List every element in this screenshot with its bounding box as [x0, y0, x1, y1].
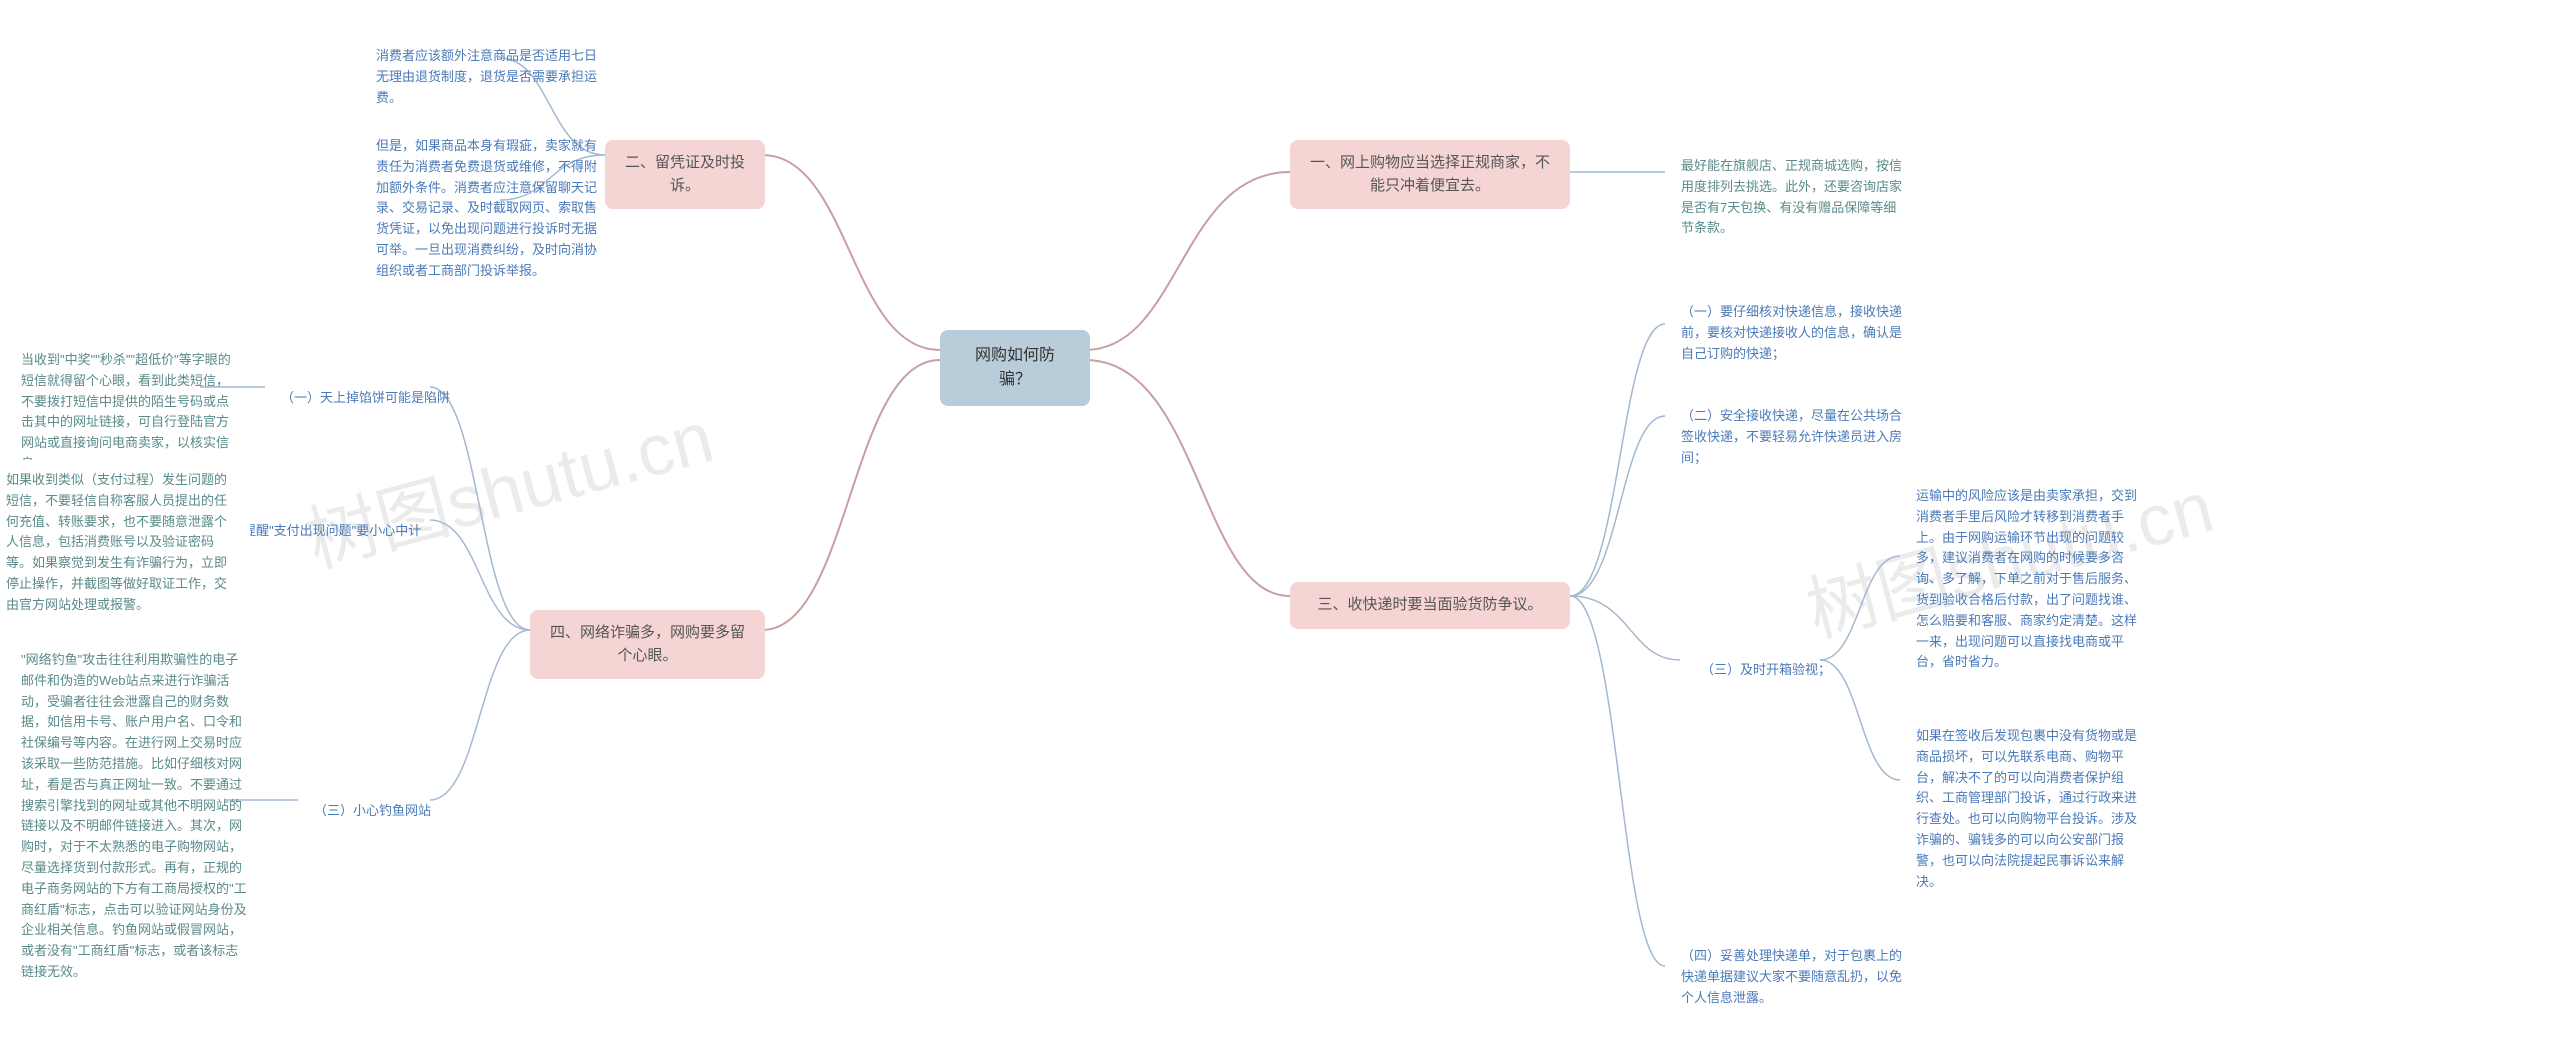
center-topic: 网购如何防骗？: [940, 330, 1090, 406]
branch-4-c-leaf: "网络钓鱼"攻击往往利用欺骗性的电子邮件和伪造的Web站点来进行诈骗活动，受骗者…: [5, 640, 265, 993]
branch-2: 二、留凭证及时投诉。: [605, 140, 765, 209]
branch-2-leaf-b: 但是，如果商品本身有瑕疵，卖家就有责任为消费者免费退货或维修，不得附加额外条件。…: [360, 126, 620, 292]
branch-4-a-label: （一）天上掉馅饼可能是陷阱: [265, 378, 466, 418]
branch-3-leaf-d: （四）妥善处理快递单，对于包裹上的快递单据建议大家不要随意乱扔，以免个人信息泄露…: [1665, 936, 1925, 1018]
branch-3-leaf-c2: 如果在签收后发现包裹中没有货物或是商品损坏，可以先联系电商、购物平台，解决不了的…: [1900, 716, 2160, 902]
branch-3-leaf-a: （一）要仔细核对快递信息，接收快递前，要核对快递接收人的信息，确认是自己订购的快…: [1665, 292, 1925, 374]
branch-3: 三、收快递时要当面验货防争议。: [1290, 582, 1570, 629]
branch-4: 四、网络诈骗多，网购要多留个心眼。: [530, 610, 765, 679]
branch-4-c-label: （三）小心钓鱼网站: [298, 791, 447, 831]
branch-4-b-leaf: 如果收到类似（支付过程）发生问题的短信，不要轻信自称客服人员提出的任何充值、转账…: [0, 460, 250, 626]
branch-2-leaf-a: 消费者应该额外注意商品是否适用七日无理由退货制度，退货是否需要承担运费。: [360, 36, 620, 118]
branch-3-leaf-c-label: （三）及时开箱验视；: [1685, 650, 1847, 690]
branch-1: 一、网上购物应当选择正规商家，不能只冲着便宜去。: [1290, 140, 1570, 209]
branch-1-leaf: 最好能在旗舰店、正规商城选购，按信用度排列去挑选。此外，还要咨询店家是否有7天包…: [1665, 146, 1925, 249]
branch-3-leaf-c1: 运输中的风险应该是由卖家承担，交到消费者手里后风险才转移到消费者手上。由于网购运…: [1900, 476, 2160, 683]
branch-3-leaf-b: （二）安全接收快递，尽量在公共场合签收快递，不要轻易允许快递员进入房间；: [1665, 396, 1925, 478]
